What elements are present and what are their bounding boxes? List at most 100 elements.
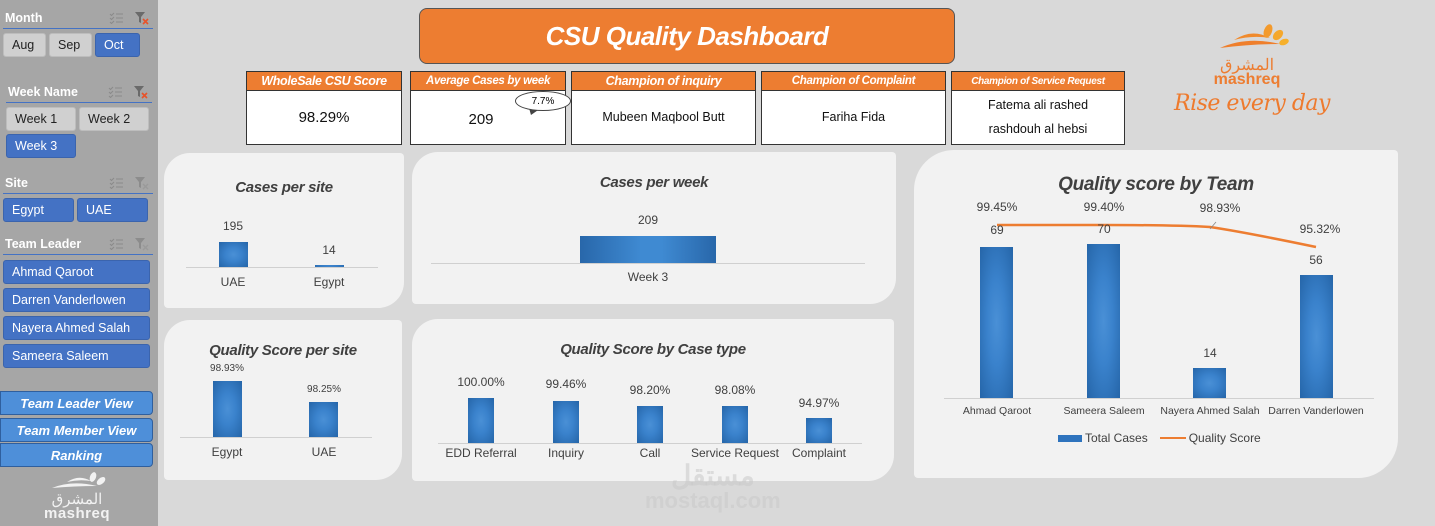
- team-leader-item-nayera-ahmed-salah[interactable]: Nayera Ahmed Salah: [3, 316, 150, 340]
- line-data-label: 98.93%: [1199, 201, 1241, 215]
- bar-data-label: 70: [1097, 222, 1111, 236]
- bar-egypt: [315, 265, 344, 267]
- kpi-champion-of-complaint: Champion of Complaint Fariha Fida: [761, 71, 946, 145]
- legend-bar-swatch-icon: [1058, 434, 1082, 442]
- bar-complaint: [806, 418, 832, 443]
- x-axis: [944, 398, 1374, 399]
- kpi-label: Average Cases by week: [411, 72, 565, 91]
- team-member-view-button[interactable]: Team Member View: [0, 418, 153, 442]
- kpi-champion-of-inquiry: Champion of inquiry Mubeen Maqbool Butt: [571, 71, 756, 145]
- multi-select-icon[interactable]: [109, 238, 123, 250]
- data-label: 195: [222, 219, 244, 233]
- bar-edd-referral: [468, 398, 494, 443]
- site-slicer-title: Site: [5, 175, 28, 190]
- logo-english-text: mashreq: [43, 505, 111, 522]
- week-name-slicer-header: Week Name: [6, 81, 152, 103]
- bar-call: [637, 406, 663, 443]
- chart-title: Quality Score per site: [209, 342, 357, 359]
- bar-uae: [309, 402, 338, 437]
- multi-select-icon[interactable]: [108, 86, 122, 98]
- quality-score-line: [997, 221, 1317, 249]
- month-slicer-header: Month: [3, 7, 153, 29]
- clear-filter-icon[interactable]: [134, 85, 148, 99]
- site-slicer-header: Site: [3, 172, 153, 194]
- category-label: Inquiry: [547, 446, 585, 460]
- sun-rays-icon: [52, 472, 106, 488]
- team-leader-item-darren-vanderlowen[interactable]: Darren Vanderlowen: [3, 288, 150, 312]
- legend-total-cases: Total Cases: [1085, 431, 1148, 445]
- clear-filter-icon[interactable]: [135, 237, 149, 251]
- kpi-value: 98.29%: [298, 108, 350, 126]
- bar-sameera-saleem: [1087, 244, 1120, 398]
- bar-uae: [219, 242, 248, 267]
- kpi-value-line-2: rashdouh al hebsi: [988, 122, 1088, 136]
- bar-week-3: [580, 236, 716, 263]
- category-label: UAE: [311, 445, 337, 459]
- category-label: Ahmad Qaroot: [962, 405, 1032, 417]
- bar-data-label: 14: [1203, 346, 1217, 360]
- category-label: Egypt: [313, 275, 345, 289]
- team-leader-item-sameera-saleem[interactable]: Sameera Saleem: [3, 344, 150, 368]
- kpi-label: Champion of Complaint: [762, 72, 945, 91]
- month-item-sep[interactable]: Sep: [49, 33, 92, 57]
- week-name-slicer-title: Week Name: [8, 84, 78, 99]
- kpi-value: 209: [468, 110, 494, 128]
- brand-english-text: mashreq: [1213, 71, 1281, 88]
- chart-title: Quality Score by Case type: [560, 341, 746, 358]
- quality-score-per-site-chart: Quality Score per site 98.93% 98.25% Egy…: [164, 320, 402, 480]
- week-name-slicer: Week Name Week 1 Week 2 Week 3: [6, 81, 152, 158]
- category-label: Service Request: [690, 446, 780, 460]
- kpi-label: WholeSale CSU Score: [247, 72, 401, 91]
- team-leader-item-ahmad-qaroot[interactable]: Ahmad Qaroot: [3, 260, 150, 284]
- mashreq-logo-sidebar: المشرق mashreq: [22, 472, 132, 521]
- site-item-uae[interactable]: UAE: [77, 198, 148, 222]
- chart-title: Cases per week: [599, 174, 709, 191]
- month-slicer: Month Aug Sep Oct: [3, 7, 153, 57]
- bar-nayera-ahmed-salah: [1193, 368, 1226, 398]
- kpi-average-cases-by-week: Average Cases by week 209 7.7%: [410, 71, 571, 145]
- legend-line-swatch-icon: [1159, 437, 1186, 439]
- sun-rays-icon: [1220, 24, 1289, 48]
- multi-select-icon[interactable]: [109, 12, 123, 24]
- category-label: Sameera Saleem: [1063, 405, 1145, 417]
- quality-score-by-case-type-chart: Quality Score by Case type 100.00% 99.46…: [412, 319, 894, 481]
- data-label: 209: [637, 213, 659, 227]
- chart-title: Cases per site: [235, 179, 333, 196]
- team-leader-slicer: Team Leader Ahmad Qaroot Darren Vanderlo…: [3, 233, 153, 368]
- x-axis: [186, 267, 378, 268]
- bar-data-label: 56: [1309, 253, 1323, 267]
- clear-filter-icon[interactable]: [135, 11, 149, 25]
- logo-arabic-text: المشرق: [51, 491, 103, 508]
- month-item-aug[interactable]: Aug: [3, 33, 46, 57]
- data-label: 98.08%: [714, 383, 756, 397]
- bar-egypt: [213, 381, 242, 437]
- week-item-1[interactable]: Week 1: [6, 107, 76, 131]
- chart-title: Quality score by Team: [1058, 174, 1254, 195]
- data-label: 14: [322, 243, 336, 257]
- chart-legend: Total Cases Quality Score: [1058, 431, 1261, 445]
- data-label: 98.25%: [307, 384, 341, 395]
- clear-filter-icon[interactable]: [135, 176, 149, 190]
- week-item-2[interactable]: Week 2: [79, 107, 149, 131]
- ranking-button[interactable]: Ranking: [0, 443, 153, 467]
- bar-inquiry: [553, 401, 579, 443]
- category-label: Call: [639, 446, 661, 460]
- kpi-label: Champion of inquiry: [572, 72, 755, 91]
- brand-arabic-text: المشرق: [1219, 57, 1275, 74]
- line-data-label: 99.45%: [976, 200, 1018, 214]
- quality-score-by-team-chart: Quality score by Team 99.45% 99.40% 98.9…: [914, 150, 1398, 478]
- site-item-egypt[interactable]: Egypt: [3, 198, 74, 222]
- week-item-3[interactable]: Week 3: [6, 134, 76, 158]
- month-item-oct[interactable]: Oct: [95, 33, 140, 57]
- cases-per-week-chart: Cases per week 209 Week 3: [412, 152, 896, 304]
- team-leader-view-button[interactable]: Team Leader View: [0, 391, 153, 415]
- category-label: Egypt: [211, 445, 243, 459]
- data-label: 94.97%: [798, 396, 840, 410]
- category-label: Nayera Ahmed Salah: [1160, 405, 1260, 417]
- multi-select-icon[interactable]: [109, 177, 123, 189]
- kpi-wholesale-csu-score: WholeSale CSU Score 98.29%: [246, 71, 402, 145]
- category-label: Week 3: [627, 270, 669, 284]
- kpi-champion-of-service-request: Champion of Service Request Fatema ali r…: [951, 71, 1125, 145]
- month-slicer-title: Month: [5, 10, 43, 25]
- bar-ahmad-qaroot: [980, 247, 1013, 398]
